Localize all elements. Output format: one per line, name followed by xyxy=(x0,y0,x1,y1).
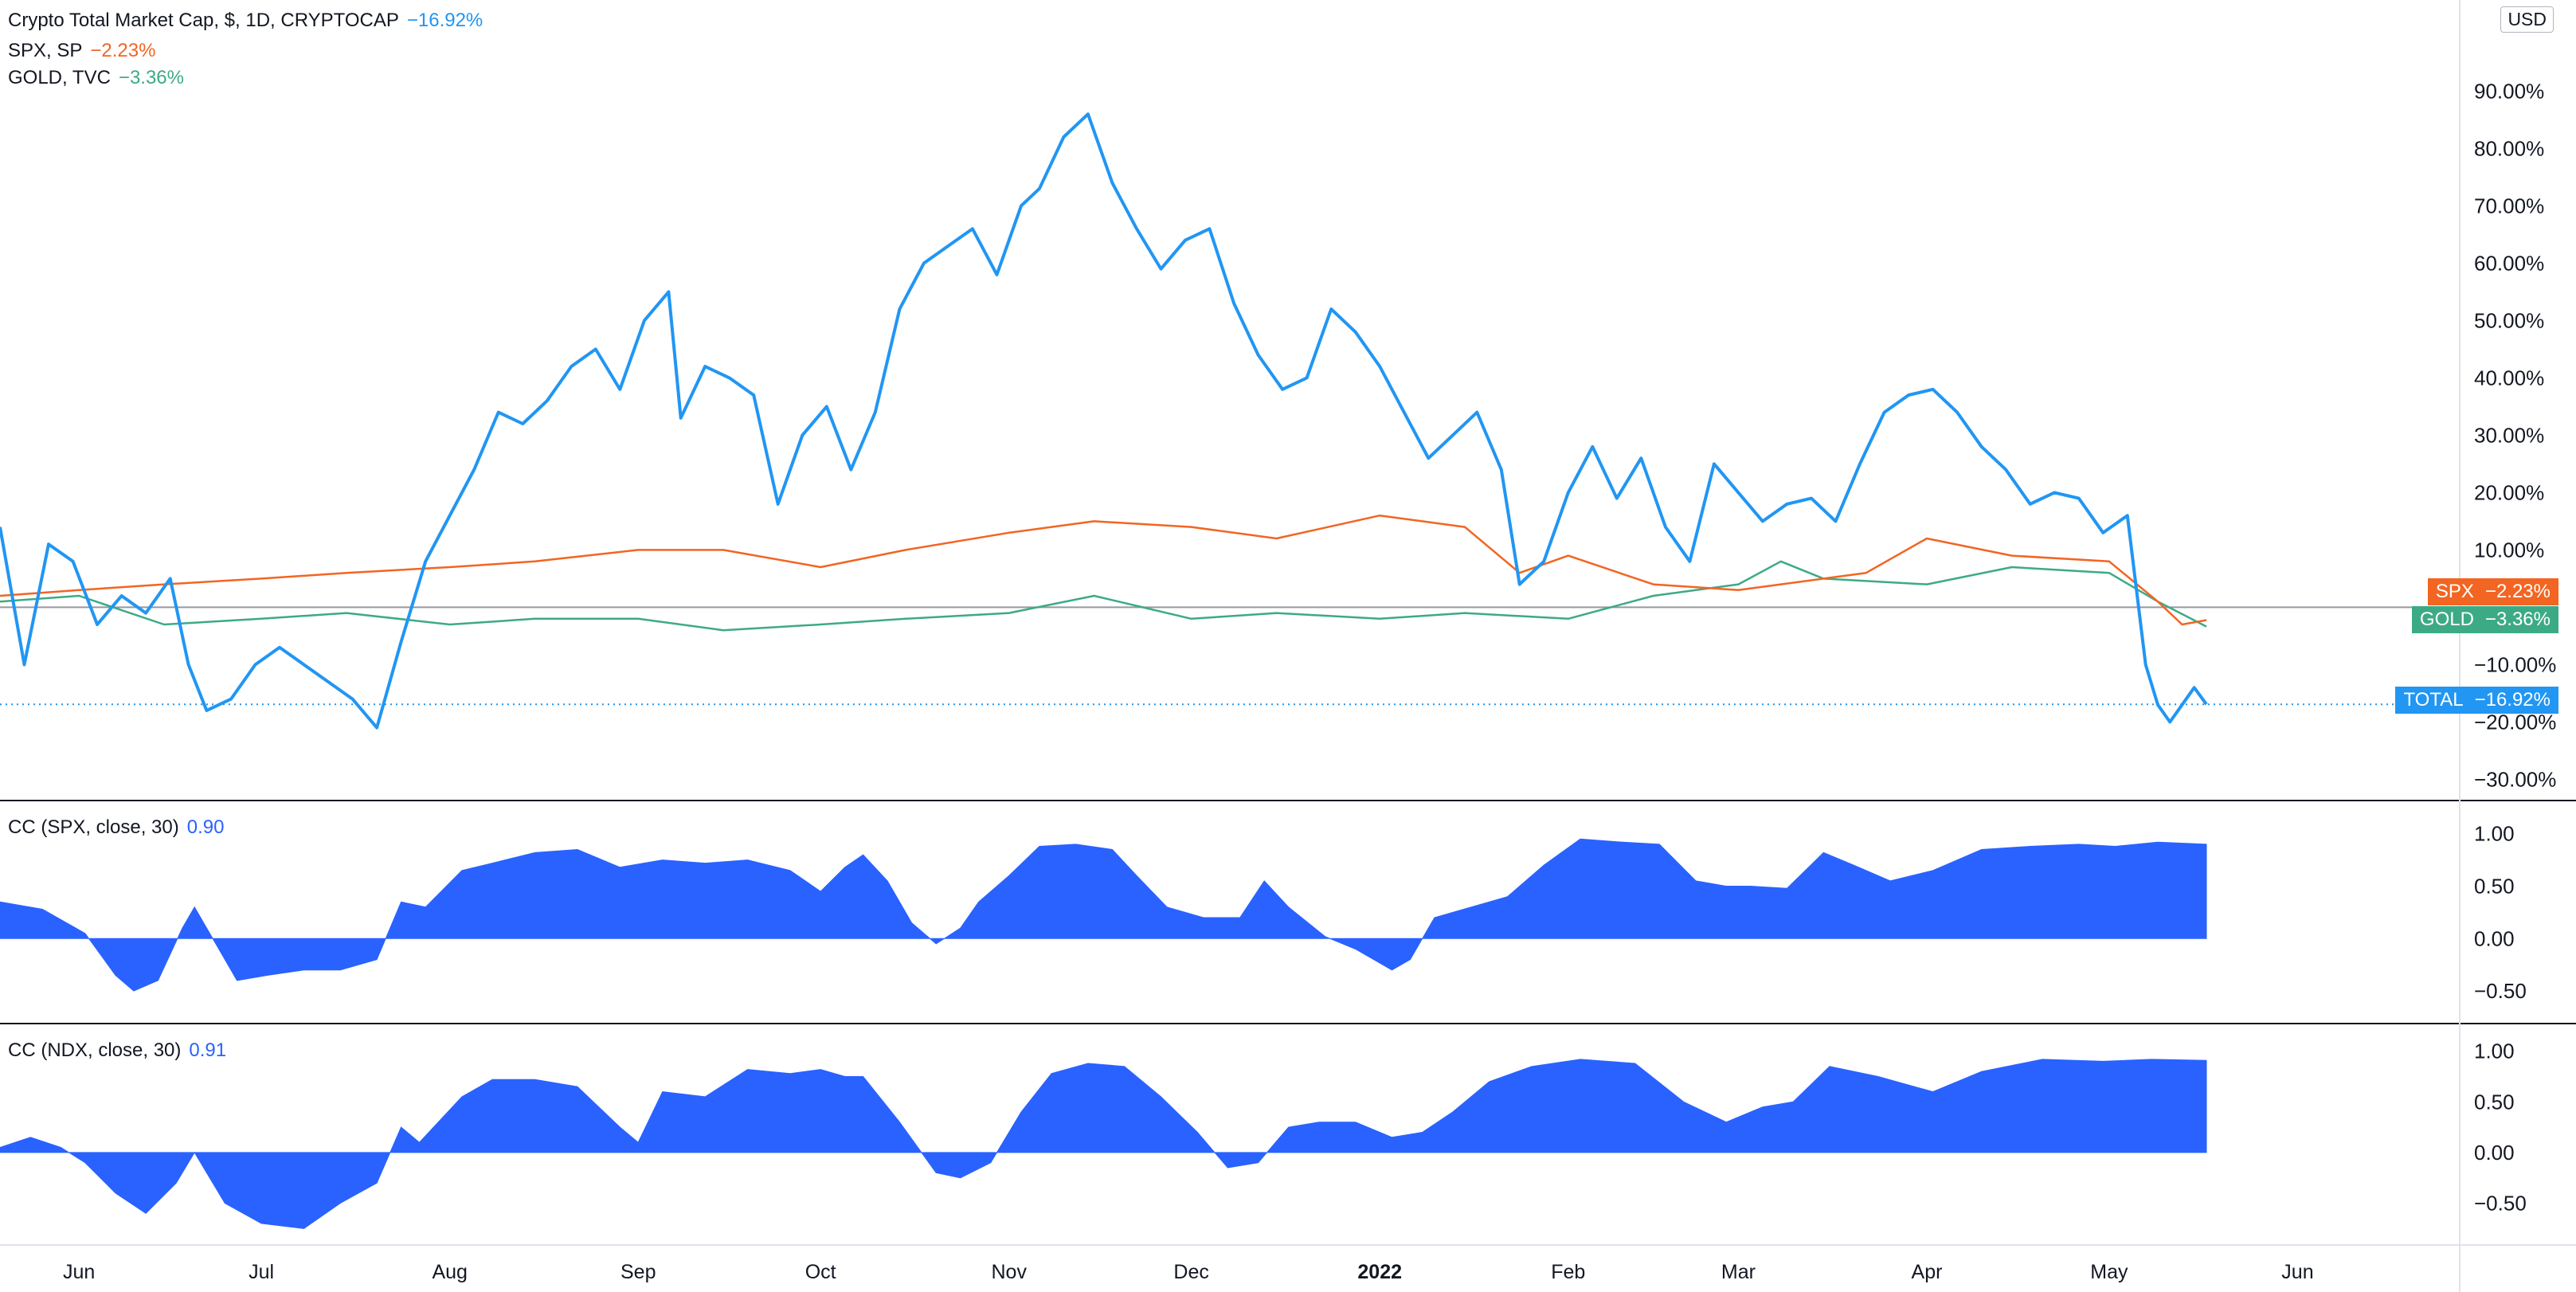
price-tick-label: −30.00% xyxy=(2474,767,2556,791)
legend-total-name: Crypto Total Market Cap, $, 1D, CRYPTOCA… xyxy=(8,10,399,31)
gold-price-pill: GOLD −3.36% xyxy=(2411,606,2558,633)
total-pill-symbol: TOTAL xyxy=(2403,689,2464,711)
price-tick-label: −10.00% xyxy=(2474,652,2556,676)
price-tick-label: 40.00% xyxy=(2474,366,2544,390)
price-tick-label: 10.00% xyxy=(2474,538,2544,562)
cc-ndx-area[interactable] xyxy=(0,1059,2207,1229)
spx-price-pill: SPX −2.23% xyxy=(2427,578,2558,605)
price-tick-label: 30.00% xyxy=(2474,423,2544,447)
legend-total[interactable]: Crypto Total Market Cap, $, 1D, CRYPTOCA… xyxy=(8,10,483,32)
legend-gold-name: GOLD, TVC xyxy=(8,67,111,88)
time-tick-label: 2022 xyxy=(1357,1261,1402,1283)
time-tick-label: May xyxy=(2090,1261,2128,1283)
time-tick-label: Nov xyxy=(991,1261,1027,1283)
time-scale[interactable]: Jun Jul Aug Sep Oct Nov Dec 2022 Feb Mar Apr May Jun xyxy=(63,1261,2314,1283)
time-tick-label: Oct xyxy=(805,1261,836,1283)
time-tick-label: Jun xyxy=(63,1261,95,1283)
cc-tick-label: 1.00 xyxy=(2474,822,2515,846)
cc-tick-label: −0.50 xyxy=(2474,1191,2527,1215)
price-tick-label: 70.00% xyxy=(2474,194,2544,217)
gold-pill-value: −3.36% xyxy=(2484,609,2551,630)
legend-total-change: −16.92% xyxy=(406,10,483,31)
legend-spx-change: −2.23% xyxy=(90,40,156,61)
price-tick-label: 80.00% xyxy=(2474,136,2544,160)
cc-ndx-value: 0.91 xyxy=(189,1039,227,1061)
spx-pill-symbol: SPX xyxy=(2435,581,2474,602)
series-line-spx[interactable] xyxy=(0,514,2207,626)
total-pill-value: −16.92% xyxy=(2474,689,2551,711)
legend-cc-spx[interactable]: CC (SPX, close, 30) 0.90 xyxy=(8,816,224,839)
cc-tick-label: 0.50 xyxy=(2474,1090,2515,1114)
cc-tick-label: 0.00 xyxy=(2474,926,2515,950)
legend-gold-change: −3.36% xyxy=(118,67,184,88)
price-tick-label: 20.00% xyxy=(2474,480,2544,504)
price-tick-label: −20.00% xyxy=(2474,710,2556,734)
series-line-total[interactable] xyxy=(0,112,2208,730)
currency-button[interactable]: USD xyxy=(2500,6,2554,33)
total-price-pill: TOTAL −16.92% xyxy=(2395,687,2558,714)
gold-pill-symbol: GOLD xyxy=(2419,609,2474,630)
time-tick-label: Feb xyxy=(1551,1261,1585,1283)
legend-spx[interactable]: SPX, SP −2.23% xyxy=(8,40,155,62)
time-tick-label: Aug xyxy=(432,1261,467,1283)
cc-spx-area[interactable] xyxy=(0,838,2207,992)
price-tick-label: 50.00% xyxy=(2474,308,2544,332)
time-tick-label: Jul xyxy=(249,1261,274,1283)
series-line-gold[interactable] xyxy=(0,560,2207,632)
cc-ndx-label: CC (NDX, close, 30) xyxy=(8,1039,182,1061)
price-tick-label: 60.00% xyxy=(2474,251,2544,275)
legend-cc-ndx[interactable]: CC (NDX, close, 30) 0.91 xyxy=(8,1039,226,1062)
cc-tick-label: 0.00 xyxy=(2474,1141,2515,1165)
time-tick-label: Apr xyxy=(1912,1261,1943,1283)
time-tick-label: Mar xyxy=(1721,1261,1756,1283)
main-price-pane[interactable] xyxy=(0,112,2460,730)
cc-tick-label: 0.50 xyxy=(2474,875,2515,899)
time-tick-label: Dec xyxy=(1173,1261,1208,1283)
spx-pill-value: −2.23% xyxy=(2484,581,2551,602)
cc-tick-label: −0.50 xyxy=(2474,979,2527,1003)
cc-ndx-pane[interactable] xyxy=(0,1059,2207,1229)
time-tick-label: Sep xyxy=(621,1261,656,1283)
time-tick-label: Jun xyxy=(2281,1261,2313,1283)
cc-tick-label: 1.00 xyxy=(2474,1039,2515,1063)
cc-spx-value: 0.90 xyxy=(186,816,225,838)
price-tick-label: 90.00% xyxy=(2474,79,2544,103)
price-scale[interactable]: 90.00% 80.00% 70.00% 60.00% 50.00% 40.00% 30.0… xyxy=(2474,79,2556,1215)
legend-spx-name: SPX, SP xyxy=(8,40,83,61)
cc-spx-pane[interactable] xyxy=(0,838,2207,992)
legend-gold[interactable]: GOLD, TVC −3.36% xyxy=(8,67,184,89)
cc-spx-label: CC (SPX, close, 30) xyxy=(8,816,179,838)
